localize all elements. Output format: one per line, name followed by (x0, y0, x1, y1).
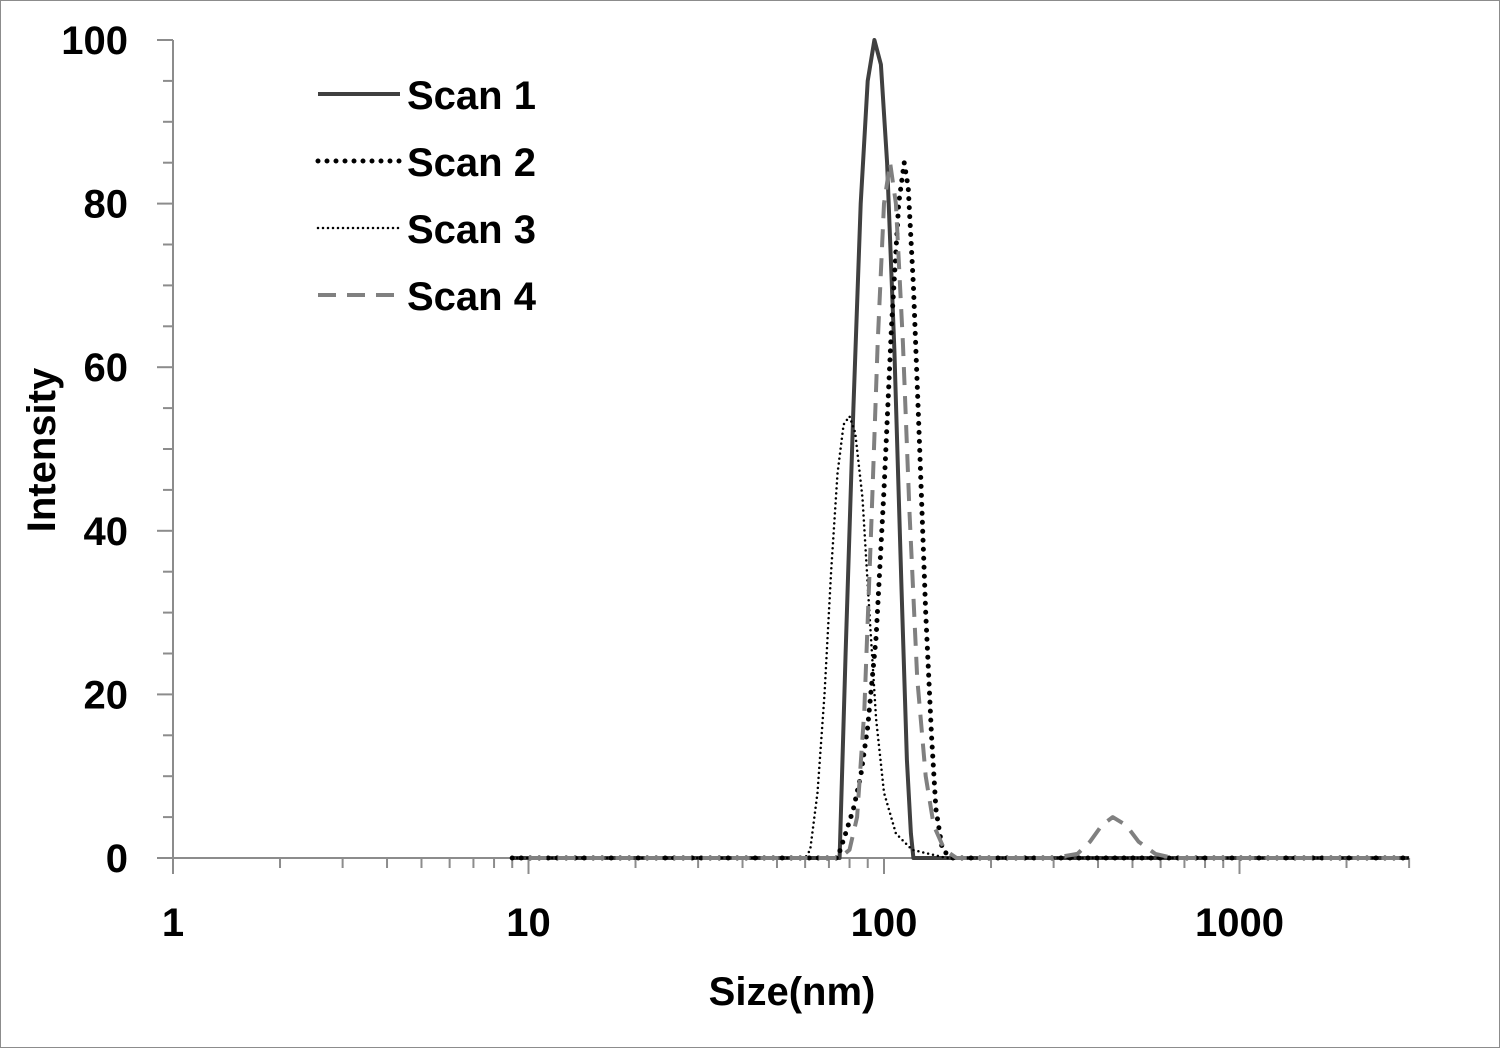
series-layer (509, 38, 1412, 861)
series-line-scan-2 (509, 160, 1412, 861)
legend-label: Scan 1 (407, 74, 536, 118)
x-tick-label: 1000 (1195, 901, 1284, 945)
y-tick-label: 0 (106, 837, 128, 881)
y-tick-label: 20 (84, 673, 129, 717)
axes: 0 20 40 60 80 100 1 10 100 1000 (61, 19, 1411, 945)
x-axis-title: Size(nm) (709, 970, 876, 1014)
legend-label: Scan 4 (407, 275, 537, 319)
x-tick-label: 1 (162, 901, 184, 945)
legend-label: Scan 3 (407, 208, 536, 252)
y-tick-label: 100 (61, 19, 128, 63)
series-line-scan-3 (510, 415, 1411, 860)
legend: Scan 1 Scan 2 Scan 3 Scan 4 (315, 74, 537, 319)
y-tick-label: 80 (84, 183, 129, 227)
y-tick-label: 60 (84, 346, 129, 390)
y-tick-label: 40 (84, 510, 129, 554)
x-tick-label: 100 (851, 901, 918, 945)
legend-label: Scan 2 (407, 141, 536, 185)
x-tick-label: 10 (506, 901, 551, 945)
series-line-scan-4 (528, 160, 1410, 860)
y-axis-title: Intensity (20, 367, 64, 532)
series-line-scan-1 (512, 38, 1410, 860)
